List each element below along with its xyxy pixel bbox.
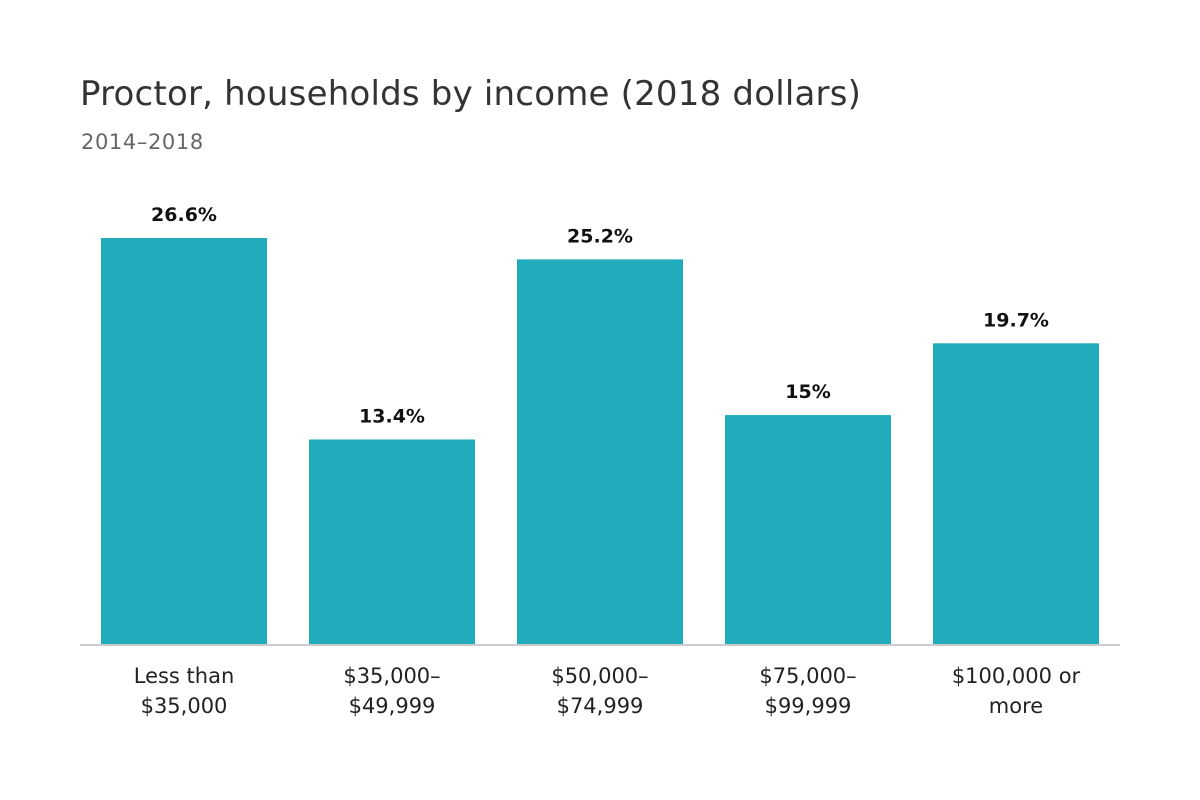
bar-3 [517, 259, 683, 644]
x-tick-label-5-line-2: more [989, 694, 1043, 718]
chart-title: Proctor, households by income (2018 doll… [80, 74, 862, 114]
data-label-4: 15% [785, 381, 830, 403]
bar-2 [309, 439, 475, 644]
data-labels-group: 26.6% 13.4% 25.2% 15% 19.7% [151, 204, 1049, 427]
x-tick-label-1-line-2: $35,000 [141, 694, 228, 718]
bars-group [101, 238, 1099, 644]
x-tick-label-4: $75,000– $99,999 [759, 664, 856, 718]
chart-subtitle: 2014–2018 [81, 130, 204, 154]
x-tick-label-5-line-1: $100,000 or [952, 664, 1081, 688]
x-tick-labels-group: Less than $35,000$35,000– $49,999$50,000– $… [134, 664, 1081, 718]
x-tick-label-2-line-1: $35,000– [343, 664, 440, 688]
x-tick-label-4-line-2: $99,999 [765, 694, 852, 718]
x-tick-label-1: Less than $35,000 [134, 664, 235, 718]
x-tick-label-1-line-1: Less than [134, 664, 235, 688]
data-label-1: 26.6% [151, 204, 217, 226]
x-tick-label-3-line-2: $74,999 [557, 694, 644, 718]
x-tick-label-4-line-1: $75,000– [759, 664, 856, 688]
data-label-2: 13.4% [359, 405, 425, 427]
x-tick-label-2-line-2: $49,999 [349, 694, 436, 718]
bar-5 [933, 343, 1099, 644]
bar-1 [101, 238, 267, 644]
x-tick-label-5: $100,000 or more [952, 664, 1081, 718]
data-label-5: 19.7% [983, 309, 1049, 331]
bar-4 [725, 415, 891, 644]
x-tick-label-2: $35,000– $49,999 [343, 664, 440, 718]
data-label-3: 25.2% [567, 225, 633, 247]
x-tick-label-3-line-1: $50,000– [551, 664, 648, 688]
x-tick-label-3: $50,000– $74,999 [551, 664, 648, 718]
